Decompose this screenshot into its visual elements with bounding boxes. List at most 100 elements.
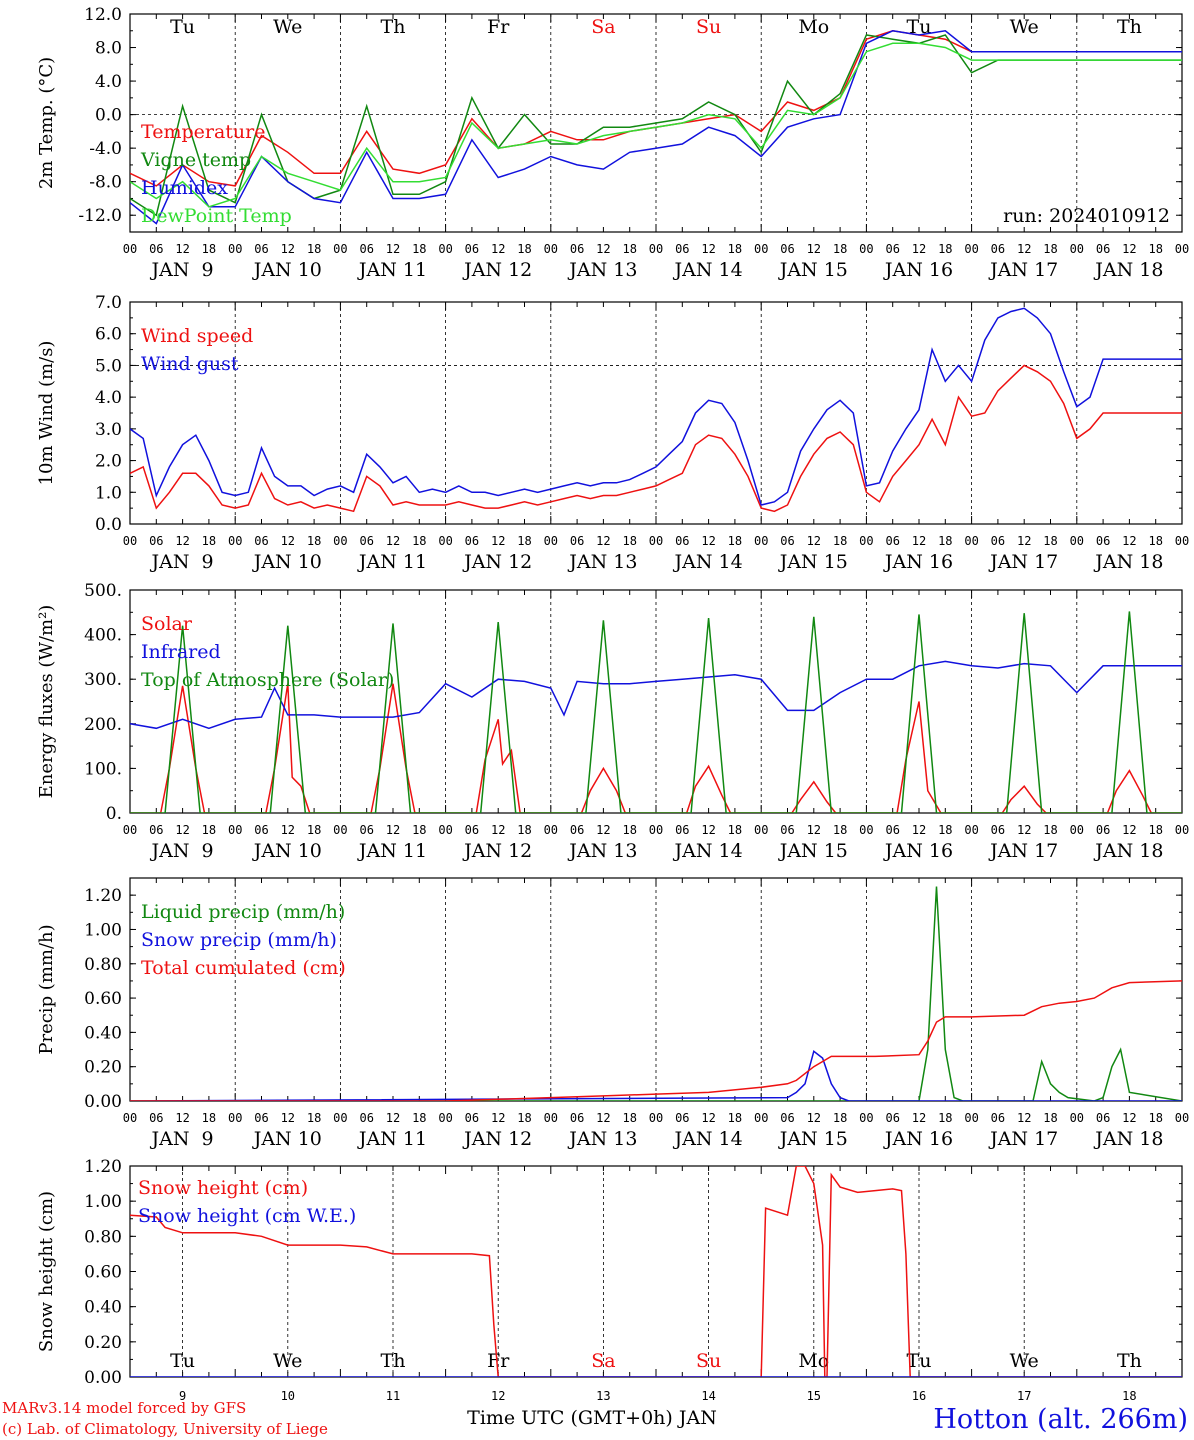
y-tick-label: 500.: [84, 581, 122, 601]
series-line: [130, 42, 1182, 208]
x-hour-label: 12: [1122, 534, 1136, 548]
x-hour-label: 00: [964, 823, 978, 837]
x-date-label: JAN 9: [150, 840, 214, 862]
x-hour-label: 00: [228, 534, 242, 548]
x-date-label: JAN 17: [988, 1128, 1058, 1150]
y-tick-label: -8.0: [89, 173, 122, 193]
x-hour-label: 00: [649, 242, 663, 256]
x-hour-label: 12: [175, 823, 189, 837]
y-tick-label: 0.40: [84, 1023, 122, 1043]
x-date-label: JAN 15: [778, 840, 848, 862]
x-hour-label: 18: [517, 242, 531, 256]
x-hour-label: 12: [1017, 1111, 1031, 1125]
x-hour-label: 06: [675, 242, 689, 256]
y-axis-label: 2m Temp. (°C): [36, 57, 57, 189]
y-tick-label: 7.0: [95, 293, 122, 313]
day-of-week-label: Tu: [170, 1350, 195, 1372]
x-date-label: JAN 15: [778, 1128, 848, 1150]
y-axis-label: Precip (mm/h): [36, 924, 57, 1054]
x-hour-label: 18: [938, 823, 952, 837]
x-hour-label: 12: [807, 823, 821, 837]
x-hour-label: 06: [1096, 823, 1110, 837]
y-axis-label: 10m Wind (m/s): [36, 341, 57, 486]
x-hour-label: 12: [1017, 823, 1031, 837]
series-line: [130, 307, 1182, 506]
day-of-week-label: Mo: [798, 16, 829, 38]
y-tick-label: -4.0: [89, 139, 122, 159]
x-hour-label: 06: [254, 823, 268, 837]
x-hour-label: 00: [123, 823, 137, 837]
x-date-label: JAN 15: [778, 551, 848, 573]
x-hour-label: 18: [1148, 534, 1162, 548]
legend-entry: Snow height (cm W.E.): [138, 1205, 356, 1227]
x-hour-label: 06: [465, 242, 479, 256]
day-of-week-label: We: [273, 1350, 302, 1372]
day-of-week-label: Mo: [798, 1350, 829, 1372]
x-hour-label: 12: [281, 242, 295, 256]
legend-entry: Liquid precip (mm/h): [141, 901, 345, 923]
x-hour-label: 18: [202, 1111, 216, 1125]
x-hour-label: 18: [728, 242, 742, 256]
x-hour-label: 12: [175, 1111, 189, 1125]
series-line: [130, 1050, 1182, 1101]
x-hour-label: 18: [412, 534, 426, 548]
y-tick-label: 0.80: [84, 1227, 122, 1247]
x-hour-label: 06: [991, 1111, 1005, 1125]
day-of-week-label: We: [1010, 1350, 1039, 1372]
x-hour-label: 12: [701, 1111, 715, 1125]
x-hour-label: 06: [570, 823, 584, 837]
y-tick-label: 1.20: [84, 886, 122, 906]
x-hour-label: 00: [1070, 534, 1084, 548]
legend-entry: Wind gust: [141, 353, 239, 375]
x-hour-label: 00: [754, 823, 768, 837]
x-hour-label: 00: [859, 1111, 873, 1125]
x-hour-label: 12: [386, 534, 400, 548]
y-tick-label: 6.0: [95, 325, 122, 345]
y-tick-label: 0.20: [84, 1058, 122, 1078]
x-hour-label: 12: [491, 1111, 505, 1125]
x-hour-label: 12: [701, 534, 715, 548]
x-hour-label: 18: [202, 242, 216, 256]
series-line: [130, 886, 1182, 1101]
x-hour-label: 06: [359, 1111, 373, 1125]
legend-entry: Solar: [141, 613, 193, 635]
x-hour-label: 00: [544, 1111, 558, 1125]
x-hour-label: 12: [281, 823, 295, 837]
x-date-label: JAN 17: [988, 840, 1058, 862]
x-hour-label: 18: [202, 823, 216, 837]
x-hour-label: 06: [570, 1111, 584, 1125]
x-hour-label: 06: [254, 1111, 268, 1125]
series-line: [130, 980, 1182, 1101]
x-hour-label: 06: [780, 534, 794, 548]
x-date-label: JAN 10: [252, 840, 322, 862]
x-hour-label: 18: [728, 1111, 742, 1125]
x-hour-label: 18: [938, 534, 952, 548]
y-tick-label: 4.0: [95, 72, 122, 92]
x-hour-label: 00: [754, 1111, 768, 1125]
x-hour-label: 12: [1122, 1111, 1136, 1125]
day-of-week-label: Th: [381, 16, 406, 38]
x-hour-label: 12: [912, 242, 926, 256]
y-tick-label: 2.0: [95, 452, 122, 472]
legend-entry: Total cumulated (cm): [141, 957, 346, 979]
x-hour-label: 06: [149, 1111, 163, 1125]
x-hour-label: 06: [885, 534, 899, 548]
series-line: [130, 660, 1182, 730]
x-hour-label: 18: [833, 1111, 847, 1125]
x-hour-label: 12: [281, 1111, 295, 1125]
x-hour-label: 12: [596, 1111, 610, 1125]
x-date-label: JAN 14: [673, 551, 743, 573]
x-hour-label: 12: [281, 534, 295, 548]
legend-entry: Wind speed: [141, 325, 253, 347]
x-date-label: JAN 18: [1093, 1128, 1163, 1150]
x-hour-label: 00: [228, 1111, 242, 1125]
x-day-number: 11: [386, 1389, 400, 1403]
legend-entry: Humidex: [141, 177, 228, 199]
panels: 12.0 8.0 4.0 0.0 -4.0 -8.0 -12.0 2m Temp. (°C) 0…: [36, 5, 1189, 1403]
x-hour-label: 18: [517, 534, 531, 548]
day-of-week-label: Sa: [591, 16, 615, 38]
x-date-label: JAN 11: [357, 259, 427, 281]
x-hour-label: 18: [1148, 242, 1162, 256]
y-tick-label: 0.60: [84, 1263, 122, 1283]
